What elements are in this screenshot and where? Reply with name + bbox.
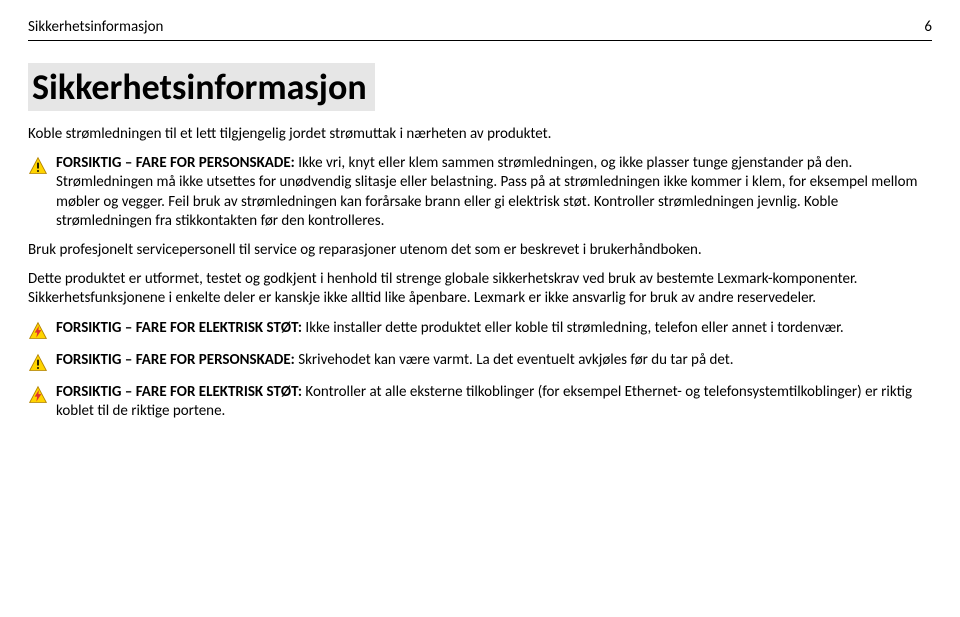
warning-injury2-label: FORSIKTIG – FARE FOR PERSONSKADE: xyxy=(56,351,295,369)
warning-shock2-label: FORSIKTIG – FARE FOR ELEKTRISK STØT: xyxy=(56,383,302,401)
shock-triangle-icon xyxy=(28,385,48,405)
warning-injury2-text: FORSIKTIG – FARE FOR PERSONSKADE: Skrive… xyxy=(56,351,734,370)
warning-injury-block: FORSIKTIG – FARE FOR PERSONSKADE: Ikke v… xyxy=(28,154,932,231)
warning-triangle-icon xyxy=(28,156,48,176)
warning-injury2-body: Skrivehodet kan være varmt. La det event… xyxy=(295,351,734,369)
warning-shock1-body: Ikke installer dette produktet eller kob… xyxy=(302,319,844,337)
page-header: Sikkerhetsinformasjon 6 xyxy=(28,18,932,41)
warning-shock-block-2: FORSIKTIG – FARE FOR ELEKTRISK STØT: Kon… xyxy=(28,383,932,421)
warning-injury-text: FORSIKTIG – FARE FOR PERSONSKADE: Ikke v… xyxy=(56,154,932,231)
components-paragraph: Dette produktet er utformet, testet og g… xyxy=(28,270,932,308)
warning-shock2-text: FORSIKTIG – FARE FOR ELEKTRISK STØT: Kon… xyxy=(56,383,932,421)
page-title: Sikkerhetsinformasjon xyxy=(28,63,375,111)
warning-triangle-icon xyxy=(28,353,48,373)
page-number: 6 xyxy=(924,18,932,36)
shock-triangle-icon xyxy=(28,321,48,341)
service-paragraph: Bruk profesjonelt servicepersonell til s… xyxy=(28,241,932,260)
warning-shock1-label: FORSIKTIG – FARE FOR ELEKTRISK STØT: xyxy=(56,319,302,337)
warning-injury-label: FORSIKTIG – FARE FOR PERSONSKADE: xyxy=(56,154,295,172)
document-page: Sikkerhetsinformasjon 6 Sikkerhetsinform… xyxy=(0,0,960,617)
warning-shock1-text: FORSIKTIG – FARE FOR ELEKTRISK STØT: Ikk… xyxy=(56,319,844,338)
warning-shock-block-1: FORSIKTIG – FARE FOR ELEKTRISK STØT: Ikk… xyxy=(28,319,932,341)
intro-paragraph: Koble strømledningen til et lett tilgjen… xyxy=(28,125,932,144)
warning-injury2-block: FORSIKTIG – FARE FOR PERSONSKADE: Skrive… xyxy=(28,351,932,373)
running-head: Sikkerhetsinformasjon xyxy=(28,18,163,36)
